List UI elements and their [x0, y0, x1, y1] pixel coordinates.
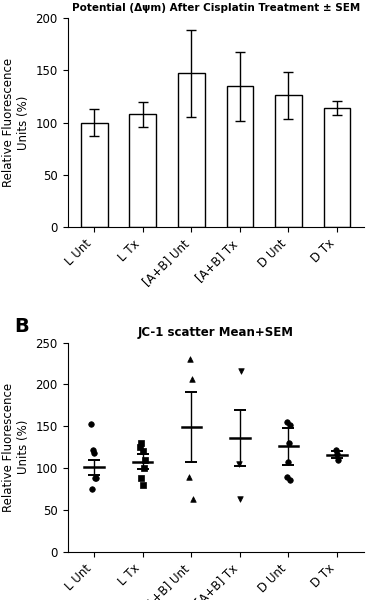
Point: [138, 473, 144, 483]
Point: [186, 472, 192, 481]
Point: [285, 457, 291, 466]
Point: [334, 449, 340, 459]
Point: [88, 419, 94, 428]
Point: [93, 473, 99, 483]
Point: [190, 494, 196, 504]
Point: [188, 354, 194, 364]
Point: [287, 420, 293, 430]
Bar: [178, 73, 205, 227]
Y-axis label: Relative Fluorescence
Units (%): Relative Fluorescence Units (%): [2, 58, 30, 187]
Point: [92, 473, 98, 483]
Point: [141, 463, 147, 473]
Bar: [129, 115, 156, 227]
Point: [284, 418, 290, 427]
Bar: [81, 123, 108, 227]
Bar: [324, 108, 350, 227]
Point: [333, 445, 339, 455]
Point: [142, 455, 148, 464]
Point: [137, 442, 143, 452]
Point: [237, 494, 243, 504]
Point: [336, 455, 342, 464]
Point: [284, 472, 290, 481]
Point: [138, 439, 144, 448]
Point: [140, 480, 146, 490]
Point: [286, 439, 292, 448]
Y-axis label: Relative Fluorescence
Units (%): Relative Fluorescence Units (%): [2, 383, 30, 512]
Point: [91, 448, 97, 458]
Title: L, A+B, and D Cybrids Maintain Mitochondrial Membrane
Potential (Δψm) After Cisp: L, A+B, and D Cybrids Maintain Mitochond…: [48, 0, 375, 13]
Text: B: B: [14, 317, 29, 337]
Point: [140, 446, 146, 456]
Bar: [275, 95, 302, 227]
Bar: [226, 86, 253, 227]
Point: [189, 374, 195, 383]
Point: [90, 445, 96, 455]
Point: [287, 475, 293, 485]
Title: JC-1 scatter Mean+SEM: JC-1 scatter Mean+SEM: [138, 326, 294, 338]
Point: [236, 459, 242, 469]
Point: [89, 484, 95, 494]
Point: [238, 366, 244, 376]
